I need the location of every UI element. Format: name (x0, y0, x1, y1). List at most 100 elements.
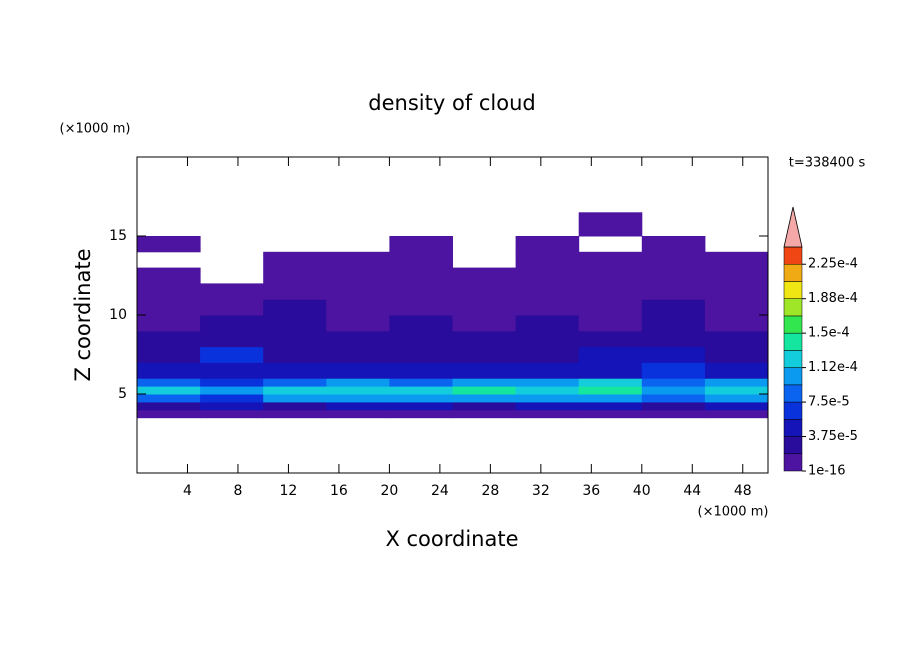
contour-cell (326, 409, 390, 419)
x-axis-label: X coordinate (385, 527, 518, 551)
y-tick-label: 5 (118, 386, 127, 402)
x-tick-label: 32 (532, 483, 550, 499)
contour-cell (137, 401, 201, 411)
colorbar-bin (783, 298, 803, 317)
colorbar-tick-label: 3.75e-5 (808, 429, 858, 444)
contour-cell (578, 378, 643, 387)
contour-cell (578, 362, 643, 379)
y-tick-label: 15 (109, 228, 127, 244)
contour-cell (200, 378, 264, 387)
colorbar-bin (783, 281, 803, 299)
contour-cell (704, 378, 769, 387)
contour-cell (200, 401, 264, 411)
contour-cell (326, 362, 390, 379)
contour-cell (452, 378, 517, 387)
x-tick-label: 12 (280, 483, 298, 499)
contour-cell (200, 386, 264, 395)
contour-cell (452, 346, 517, 363)
colorbar-bin (783, 263, 803, 282)
colorbar-bin (783, 419, 803, 437)
contour-cell (641, 401, 706, 411)
x-tick-label: 28 (481, 483, 499, 499)
x-tick-label: 16 (330, 483, 348, 499)
contour-cell (641, 251, 706, 269)
contour-cell (137, 299, 201, 316)
x-tick-label: 44 (683, 483, 701, 499)
x-tick-label: 24 (431, 483, 449, 499)
contour-cell (137, 394, 201, 403)
contour-cell (452, 401, 517, 411)
contour-cell (578, 346, 643, 363)
contour-cell (137, 378, 201, 387)
contour-cell (704, 409, 769, 419)
contour-cell (137, 267, 201, 284)
contour-cell (578, 401, 643, 411)
contour-cell (389, 283, 453, 300)
contour-cell (137, 409, 201, 419)
contour-cell (704, 394, 769, 403)
colorbar-tick-label: 7.5e-5 (808, 395, 850, 410)
contour-cell (326, 386, 390, 395)
x-tick-label: 48 (734, 483, 752, 499)
contour-cell (641, 283, 706, 300)
contour-cell (263, 330, 327, 348)
contour-cell (578, 267, 643, 284)
colorbar-bin (783, 453, 803, 472)
contour-cell (263, 401, 327, 411)
colorbar-tick-label: 1.5e-4 (808, 326, 850, 341)
contour-cell (452, 394, 517, 403)
x-unit: (×1000 m) (698, 505, 769, 520)
y-tick-label: 10 (109, 307, 127, 323)
contour-cell (515, 401, 580, 411)
contour-cell (704, 346, 769, 363)
contour-cell (200, 346, 264, 363)
contour-cell (641, 330, 706, 348)
contour-cell (200, 315, 264, 332)
contour-cell (137, 362, 201, 379)
contour-cell (263, 315, 327, 332)
contour-cell (389, 409, 453, 419)
contour-cell (641, 386, 706, 395)
contour-cell (263, 346, 327, 363)
colorbar-tick-label: 1.88e-4 (808, 291, 858, 306)
contour-cell (641, 315, 706, 332)
contour-cell (515, 267, 580, 284)
contour-cell (137, 315, 201, 332)
contour-cell (578, 330, 643, 348)
contour-cell (515, 299, 580, 316)
contour-cell (515, 346, 580, 363)
contour-cell (704, 330, 769, 348)
colorbar-bin (783, 350, 803, 368)
contour-cell (326, 283, 390, 300)
contour-cell (578, 386, 643, 395)
contour-cell (515, 330, 580, 348)
contour-cell (200, 283, 264, 300)
contour-cell (452, 283, 517, 300)
contour-cell (263, 386, 327, 395)
contour-cell (641, 236, 706, 253)
colorbar-bin (783, 384, 803, 403)
contour-cell (704, 283, 769, 300)
contour-cell (704, 251, 769, 269)
contour-cell (137, 283, 201, 300)
contour-cell (326, 378, 390, 387)
contour-cell (452, 330, 517, 348)
contour-cell (389, 251, 453, 269)
contour-cell (641, 346, 706, 363)
contour-cell (326, 394, 390, 403)
x-tick-label: 8 (233, 483, 242, 499)
colorbar-bin (783, 436, 803, 455)
contour-cell (200, 409, 264, 419)
contour-cell (452, 409, 517, 419)
contour-cell (263, 362, 327, 379)
contour-cell (389, 299, 453, 316)
colorbar-bin (783, 367, 803, 386)
colorbar-bin (783, 246, 803, 265)
contour-cell (389, 401, 453, 411)
x-tick-label: 20 (380, 483, 398, 499)
contour-cell (515, 236, 580, 253)
contour-cell (263, 267, 327, 284)
time-annotation: t=338400 s (789, 156, 866, 171)
contour-cell (326, 251, 390, 269)
